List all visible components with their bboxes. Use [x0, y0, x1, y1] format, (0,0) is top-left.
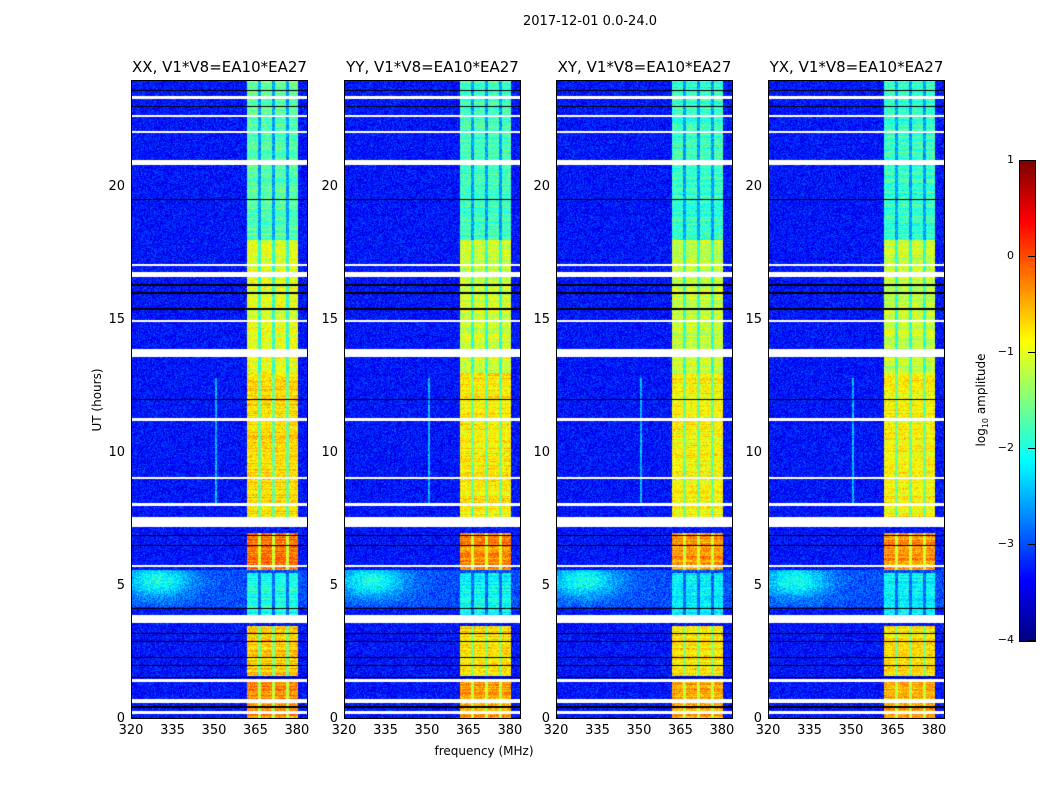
x-tick-label: 335 — [160, 723, 185, 738]
spectrogram-image — [768, 80, 945, 719]
x-tick-label: 335 — [373, 723, 398, 738]
y-tick-label: 15 — [745, 311, 762, 327]
spectrogram-panel-4: YX, V1*V8=EA10*EA27 — [768, 58, 945, 719]
colorbar-tick-mark — [1028, 448, 1035, 449]
y-tick-label: 0 — [753, 711, 762, 726]
x-tick-label: 380 — [921, 723, 947, 738]
x-tick-label: 320 — [331, 723, 357, 738]
y-tick-label: 0 — [116, 711, 125, 726]
colorbar-tick-label: 0 — [1007, 249, 1014, 262]
y-tick-label: 5 — [753, 577, 762, 593]
y-tick-label: 20 — [108, 178, 125, 194]
colorbar-label-log: log — [973, 428, 988, 447]
x-axis-label: frequency (MHz) — [434, 744, 534, 758]
x-tick-label: 350 — [414, 723, 440, 738]
y-tick-label: 20 — [321, 178, 338, 194]
colorbar-tick-label: −4 — [997, 633, 1014, 646]
x-tick-label: 350 — [838, 723, 864, 738]
x-tick-label: 365 — [456, 723, 481, 738]
y-axis-label: UT (hours) — [90, 368, 104, 432]
spectrogram-image — [344, 80, 521, 719]
colorbar-label-base: 10 — [981, 417, 991, 429]
y-tick-label: 15 — [108, 311, 125, 327]
y-tick-label: 20 — [533, 178, 550, 194]
x-tick-label: 350 — [626, 723, 652, 738]
y-tick-label: 0 — [541, 711, 550, 726]
y-tick-label: 15 — [321, 311, 338, 327]
y-tick-label: 10 — [108, 444, 125, 460]
x-tick-label: 365 — [668, 723, 693, 738]
x-tick-label: 320 — [118, 723, 144, 738]
spectrogram-image — [556, 80, 733, 719]
colorbar-label-text: amplitude — [973, 353, 988, 418]
panel-title: YX, V1*V8=EA10*EA27 — [769, 58, 944, 76]
colorbar-tick-mark — [1028, 640, 1035, 641]
spectrogram-panel-2: YY, V1*V8=EA10*EA27 — [344, 58, 521, 719]
colorbar-tick-label: −2 — [997, 441, 1014, 454]
x-tick-label: 380 — [284, 723, 310, 738]
y-tick-label: 10 — [321, 444, 338, 460]
panel-title: XX, V1*V8=EA10*EA27 — [132, 58, 307, 76]
colorbar — [1019, 160, 1036, 642]
colorbar-gradient — [1020, 161, 1035, 641]
spectrogram-panel-1: XX, V1*V8=EA10*EA27 — [131, 58, 308, 719]
x-tick-label: 350 — [201, 723, 227, 738]
colorbar-tick-mark — [1028, 352, 1035, 353]
y-tick-label: 0 — [329, 711, 338, 726]
y-tick-label: 10 — [745, 444, 762, 460]
colorbar-tick-label: 1 — [1007, 153, 1014, 166]
y-tick-label: 5 — [329, 577, 338, 593]
x-tick-label: 380 — [497, 723, 523, 738]
panel-title: XY, V1*V8=EA10*EA27 — [557, 58, 732, 76]
x-tick-label: 365 — [880, 723, 905, 738]
colorbar-tick-label: −3 — [997, 537, 1014, 550]
colorbar-label: log10 amplitude — [974, 354, 990, 447]
colorbar-tick-mark — [1028, 160, 1035, 161]
colorbar-tick-mark — [1028, 256, 1035, 257]
x-tick-label: 335 — [585, 723, 610, 738]
x-tick-label: 335 — [797, 723, 822, 738]
colorbar-tick-mark — [1028, 544, 1035, 545]
x-tick-label: 320 — [755, 723, 781, 738]
y-tick-label: 20 — [745, 178, 762, 194]
y-tick-label: 15 — [533, 311, 550, 327]
figure-title: 2017-12-01 0.0-24.0 — [523, 14, 657, 29]
x-tick-label: 380 — [709, 723, 735, 738]
y-tick-label: 10 — [533, 444, 550, 460]
colorbar-tick-label: −1 — [997, 345, 1014, 358]
x-tick-label: 320 — [543, 723, 569, 738]
spectrogram-panel-3: XY, V1*V8=EA10*EA27 — [556, 58, 733, 719]
x-tick-label: 365 — [243, 723, 268, 738]
spectrogram-image — [131, 80, 308, 719]
panel-title: YY, V1*V8=EA10*EA27 — [346, 58, 519, 76]
y-tick-label: 5 — [116, 577, 125, 593]
y-tick-label: 5 — [541, 577, 550, 593]
